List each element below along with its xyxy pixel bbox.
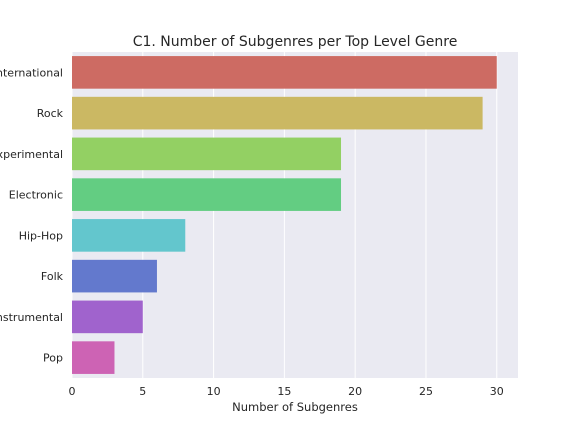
x-axis-label: Number of Subgenres (232, 400, 358, 414)
y-tick-label: Instrumental (0, 311, 63, 324)
bar-electronic (72, 178, 342, 211)
y-tick-labels: International Rock Experimental Electronic H… (0, 66, 64, 364)
bar-experimental (72, 137, 342, 171)
x-tick-label: 10 (207, 385, 221, 398)
bar-international (72, 56, 497, 89)
x-tick-label: 0 (69, 385, 76, 398)
bar-pop (72, 341, 115, 374)
y-tick-label: Rock (37, 107, 64, 120)
x-tick-label: 30 (490, 385, 504, 398)
x-tick-label: 5 (139, 385, 146, 398)
bar-instrumental (72, 300, 143, 334)
y-tick-label: Pop (43, 352, 63, 365)
y-tick-label: Electronic (9, 189, 63, 202)
bar-folk (72, 259, 157, 293)
x-tick-label: 25 (419, 385, 433, 398)
x-tick-label: 20 (348, 385, 362, 398)
y-tick-label: Experimental (0, 148, 63, 161)
bar-hip-hop (72, 219, 186, 252)
x-tick-labels: 0 5 10 15 20 25 30 (69, 385, 504, 398)
y-tick-label: Folk (41, 270, 64, 283)
bar-rock (72, 96, 483, 130)
bars (72, 56, 497, 374)
y-tick-label: International (0, 66, 63, 79)
chart-title: C1. Number of Subgenres per Top Level Ge… (133, 34, 458, 50)
x-tick-label: 15 (277, 385, 291, 398)
y-tick-label: Hip-Hop (19, 229, 63, 242)
